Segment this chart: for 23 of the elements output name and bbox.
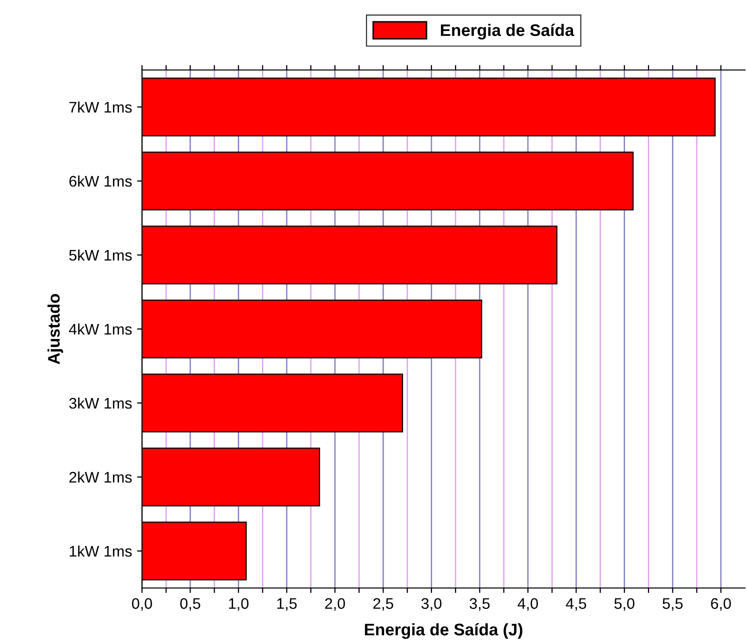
x-tick-label: 5,0 bbox=[614, 598, 634, 611]
y-tick-label: 7kW 1ms bbox=[69, 101, 132, 113]
x-tick-label: 1,0 bbox=[229, 598, 248, 611]
x-tick-label: 2,0 bbox=[325, 598, 345, 611]
x-axis-title: Energia de Saída (J) bbox=[364, 623, 522, 639]
x-tick-label: 0,0 bbox=[132, 598, 152, 611]
x-tick-label: 5,5 bbox=[662, 598, 683, 611]
x-tick-label: 6,0 bbox=[711, 598, 731, 611]
y-tick-label: 3kW 1ms bbox=[69, 397, 132, 409]
x-tick-label: 4,5 bbox=[566, 598, 586, 611]
x-tick-label: 1,5 bbox=[277, 598, 297, 611]
legend-label: Energia de Saída bbox=[440, 24, 574, 40]
y-tick-label: 4kW 1ms bbox=[68, 323, 132, 335]
y-tick-label: 5kW 1ms bbox=[69, 249, 132, 261]
x-tick-label: 2,5 bbox=[373, 598, 394, 611]
x-tick-label: 4,0 bbox=[518, 598, 538, 611]
y-tick-label: 1kW 1ms bbox=[70, 545, 132, 557]
y-tick-label: 6kW 1ms bbox=[69, 175, 132, 187]
y-axis-title: Ajustado bbox=[48, 294, 64, 364]
x-tick-label: 0,5 bbox=[180, 598, 200, 611]
x-tick-label: 3,0 bbox=[421, 598, 442, 611]
x-tick-label: 3,5 bbox=[470, 598, 490, 611]
y-tick-label: 2kW 1ms bbox=[69, 471, 132, 483]
